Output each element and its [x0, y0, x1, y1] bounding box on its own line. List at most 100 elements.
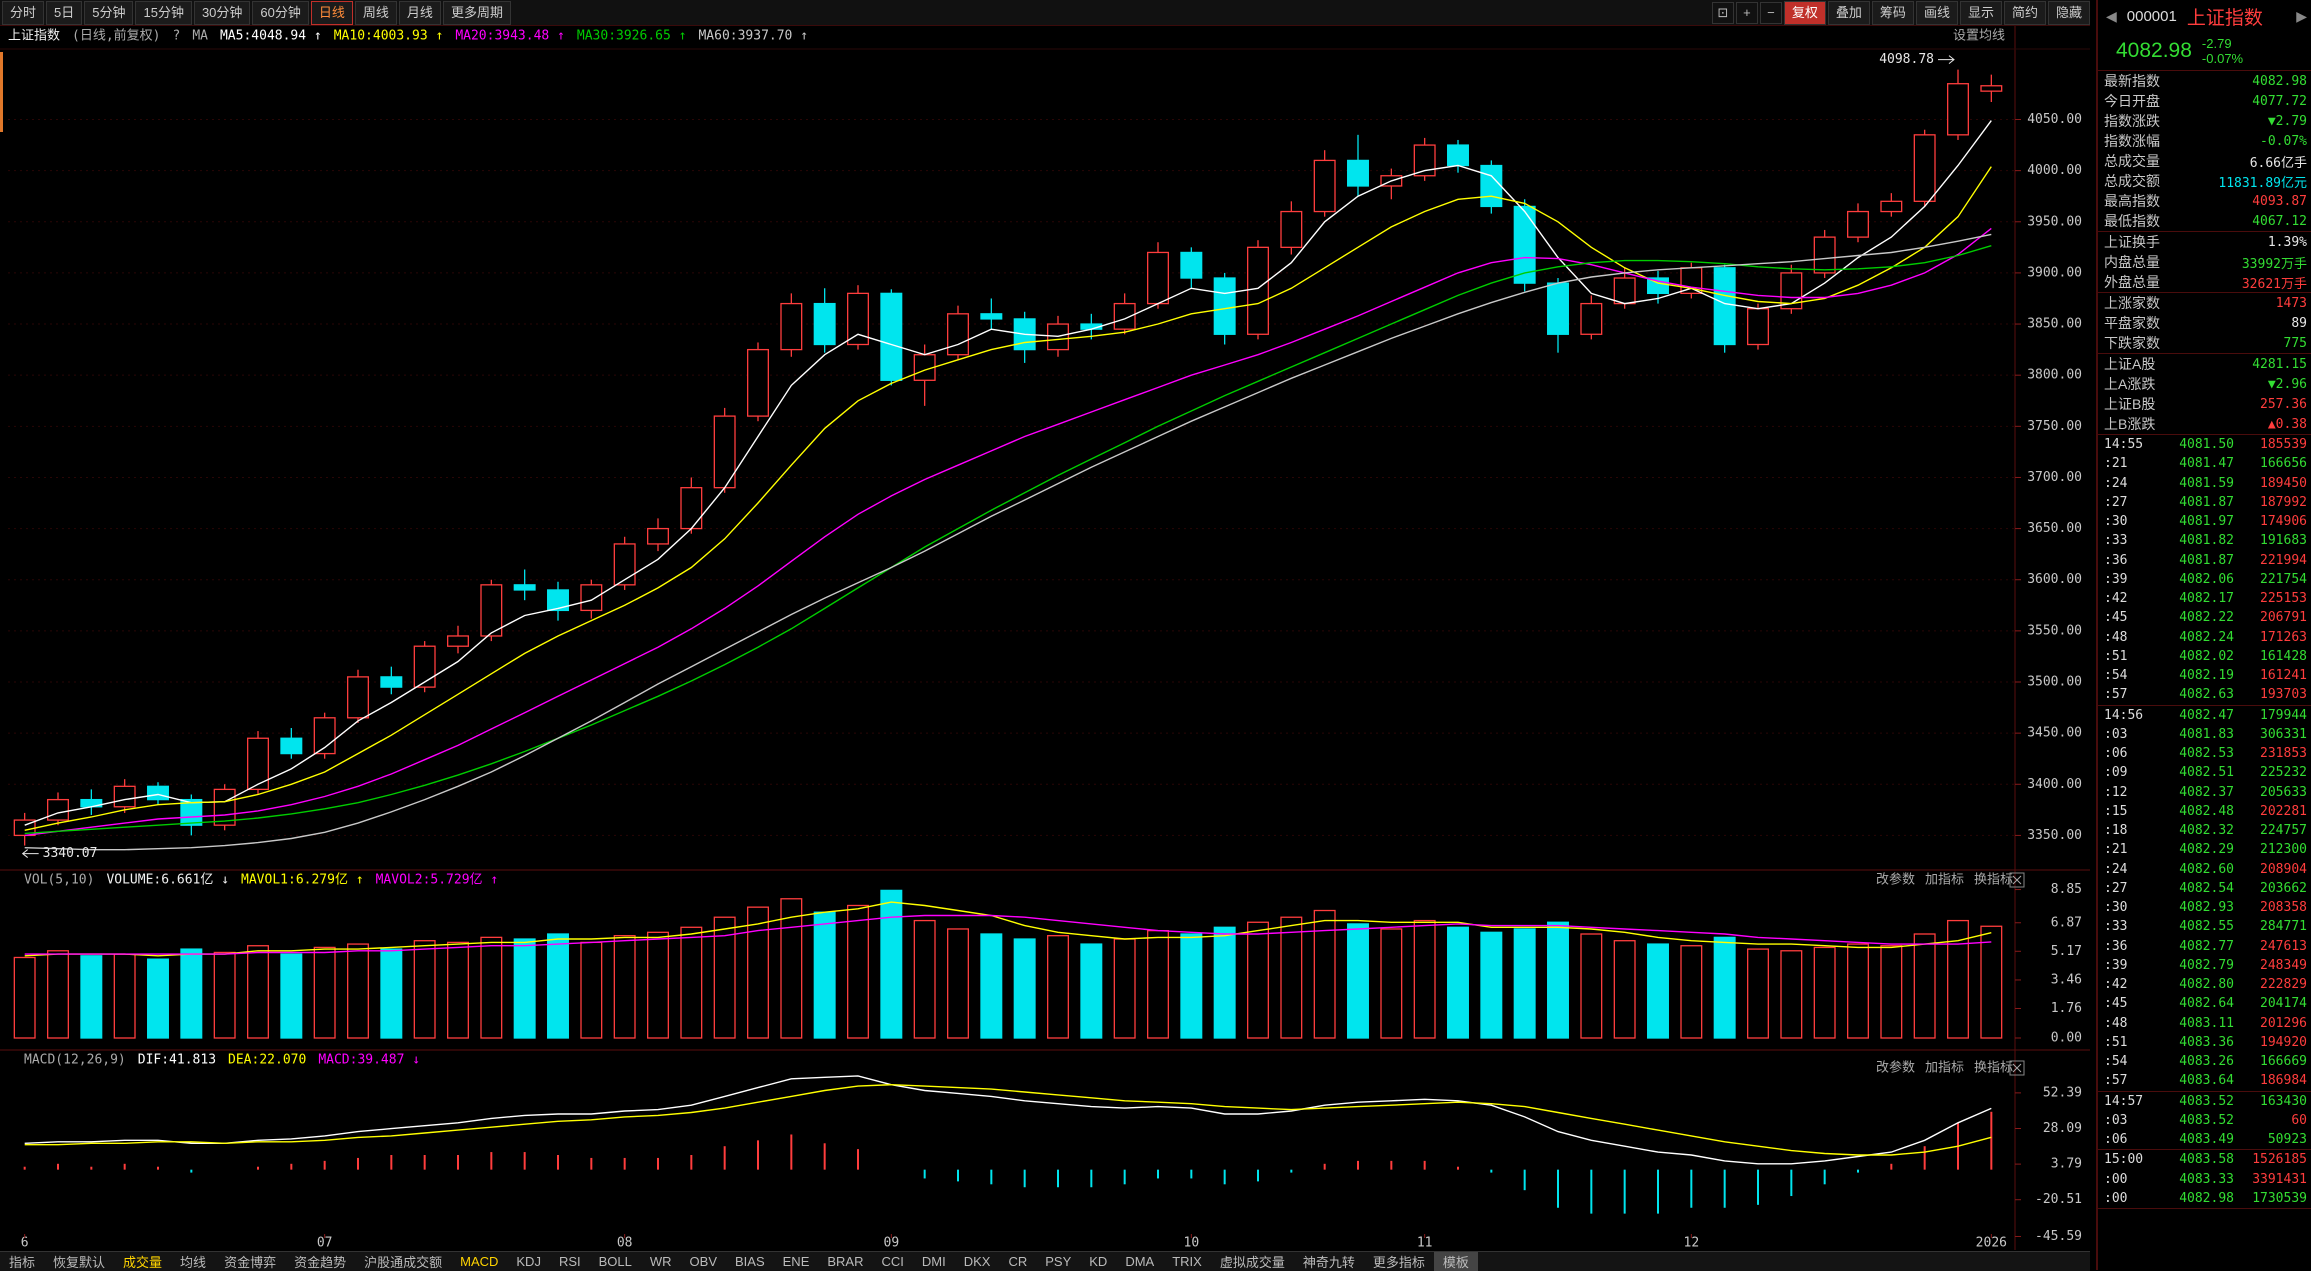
- trade-price: 4082.22: [2179, 610, 2234, 626]
- indicator-tab[interactable]: 恢复默认: [53, 1255, 106, 1270]
- candle-body: [1147, 251, 1169, 305]
- volume-bar: [313, 946, 336, 1039]
- panel-link[interactable]: 加指标: [1925, 1061, 1964, 1076]
- indicator-tab[interactable]: 更多指标: [1372, 1255, 1425, 1270]
- indicator-tab[interactable]: DMI: [921, 1254, 946, 1269]
- indicator-tab[interactable]: KDJ: [516, 1254, 541, 1269]
- trade-volume: 202281: [2260, 803, 2307, 819]
- period-button[interactable]: 15分钟: [135, 0, 192, 25]
- indicator-tab[interactable]: 资金趋势: [294, 1255, 347, 1270]
- tool-button[interactable]: 复权: [1783, 0, 1826, 25]
- trade-price: 4081.50: [2179, 437, 2234, 453]
- y-tick-label: 3.46: [2051, 972, 2082, 987]
- indicator-tab[interactable]: 神奇九转: [1302, 1255, 1355, 1270]
- quote-label: 总成交量: [2104, 153, 2160, 169]
- trade-row: 14:56 4082.47 179944: [2098, 706, 2311, 725]
- panel-link[interactable]: 改参数: [1876, 872, 1915, 888]
- icon-button[interactable]: −: [1759, 1, 1782, 24]
- candle-body: [447, 635, 469, 647]
- trade-price: 4082.37: [2179, 784, 2234, 800]
- indicator-tab[interactable]: DKX: [963, 1254, 991, 1269]
- trade-price: 4082.54: [2179, 880, 2234, 896]
- period-button[interactable]: 5日: [46, 0, 83, 25]
- y-tick-label: 4000.00: [2027, 163, 2082, 178]
- period-button[interactable]: 5分钟: [84, 0, 134, 25]
- indicator-tab[interactable]: PSY: [1045, 1254, 1072, 1269]
- trade-price: 4083.52: [2179, 1112, 2234, 1128]
- indicator-tab[interactable]: WR: [649, 1254, 672, 1269]
- indicator-tab[interactable]: 均线: [180, 1255, 207, 1270]
- indicator-tab[interactable]: TRIX: [1172, 1254, 1202, 1269]
- indicator-tab[interactable]: 指标: [9, 1255, 36, 1270]
- tool-button[interactable]: 显示: [1959, 0, 2002, 25]
- period-button[interactable]: 30分钟: [193, 0, 251, 25]
- nav-arrow[interactable]: ◀: [2106, 7, 2117, 24]
- indicator-tab[interactable]: 资金博弈: [224, 1255, 277, 1270]
- panel-link[interactable]: 改参数: [1876, 1060, 1915, 1076]
- trade-row: :42 4082.17 225153: [2098, 589, 2311, 608]
- icon-button[interactable]: ⊡: [1711, 1, 1734, 24]
- trade-price: 4083.52: [2179, 1093, 2234, 1109]
- trade-time: :45: [2104, 996, 2128, 1012]
- indicator-tab[interactable]: BRAR: [827, 1254, 864, 1269]
- trade-time: :03: [2104, 1112, 2128, 1128]
- period-button[interactable]: 月线: [398, 0, 441, 25]
- indicator-tab[interactable]: 成交量: [123, 1255, 163, 1270]
- period-button[interactable]: 更多周期: [442, 0, 511, 25]
- panel-link[interactable]: 换指标: [1974, 873, 2013, 888]
- quote-change-box: -2.79 -0.07%: [2202, 36, 2243, 66]
- indicator-tab[interactable]: BOLL: [598, 1254, 632, 1269]
- indicator-tab[interactable]: CR: [1008, 1254, 1028, 1269]
- trade-time: :12: [2104, 784, 2128, 800]
- tool-button[interactable]: 简约: [2003, 0, 2046, 25]
- tool-button[interactable]: 隐藏: [2047, 0, 2090, 25]
- trade-price: 4082.80: [2179, 977, 2234, 993]
- indicator-tab[interactable]: MACD: [460, 1254, 499, 1269]
- period-button[interactable]: 分时: [2, 0, 45, 25]
- trade-volume: 3391431: [2252, 1171, 2307, 1187]
- volume-bar: [713, 916, 736, 1039]
- indicator-tab[interactable]: OBV: [689, 1254, 718, 1269]
- indicator-tab[interactable]: CCI: [881, 1254, 904, 1269]
- nav-arrow[interactable]: ▶: [2296, 7, 2307, 24]
- indicator-tab[interactable]: KD: [1089, 1254, 1108, 1269]
- panel-link[interactable]: 加指标: [1925, 873, 1964, 888]
- trade-price: 4081.87: [2179, 494, 2234, 510]
- tool-button[interactable]: 叠加: [1827, 0, 1870, 25]
- panel-link[interactable]: 换指标: [1974, 1061, 2013, 1076]
- indicator-tab[interactable]: 虚拟成交量: [1219, 1255, 1285, 1270]
- volume-bar: [1647, 943, 1669, 1039]
- quote-value: 4077.72: [2252, 93, 2307, 109]
- trade-time: :21: [2104, 842, 2128, 858]
- trade-price: 4082.51: [2179, 765, 2234, 781]
- quote-section: 上涨家数 1473 平盘家数 89 下跌家数 775: [2098, 293, 2311, 354]
- tool-button[interactable]: 画线: [1915, 0, 1958, 25]
- indicator-tab[interactable]: DMA: [1125, 1254, 1155, 1269]
- candle-body: [880, 292, 903, 381]
- period-button[interactable]: 日线: [310, 0, 353, 25]
- quote-row: 外盘总量 32621万手: [2098, 272, 2311, 292]
- icon-button[interactable]: +: [1735, 1, 1758, 24]
- indicator-tab[interactable]: ENE: [782, 1254, 810, 1269]
- quote-row: 指数涨跌 ▼2.79: [2098, 111, 2311, 131]
- trade-time: :24: [2104, 861, 2128, 877]
- quote-label: 外盘总量: [2104, 274, 2160, 290]
- trade-time: :36: [2104, 552, 2128, 568]
- trade-time: :57: [2104, 1073, 2128, 1089]
- volume-bar: [247, 945, 269, 1039]
- trade-row: :15 4082.48 202281: [2098, 802, 2311, 821]
- trade-row: :00 4082.98 1730539: [2098, 1189, 2311, 1208]
- period-button[interactable]: 周线: [354, 0, 397, 25]
- period-button[interactable]: 60分钟: [252, 0, 309, 25]
- indicator-tab[interactable]: BIAS: [735, 1254, 765, 1269]
- trade-time: :00: [2104, 1171, 2128, 1187]
- indicator-tab[interactable]: 沪股通成交额: [364, 1255, 443, 1270]
- x-tick-label: 2026: [1976, 1236, 2007, 1251]
- tool-button[interactable]: 筹码: [1871, 0, 1914, 25]
- trade-volume: 50923: [2267, 1132, 2307, 1148]
- quote-table: 最新指数 4082.98 今日开盘 4077.72 指数涨跌 ▼2.79 指数涨幅 -0.07…: [2098, 71, 2311, 435]
- indicator-tab[interactable]: 模板: [1433, 1252, 1478, 1271]
- y-tick-label: 3700.00: [2027, 470, 2082, 485]
- indicator-tab[interactable]: RSI: [558, 1254, 581, 1269]
- candle-body: [1313, 159, 1336, 213]
